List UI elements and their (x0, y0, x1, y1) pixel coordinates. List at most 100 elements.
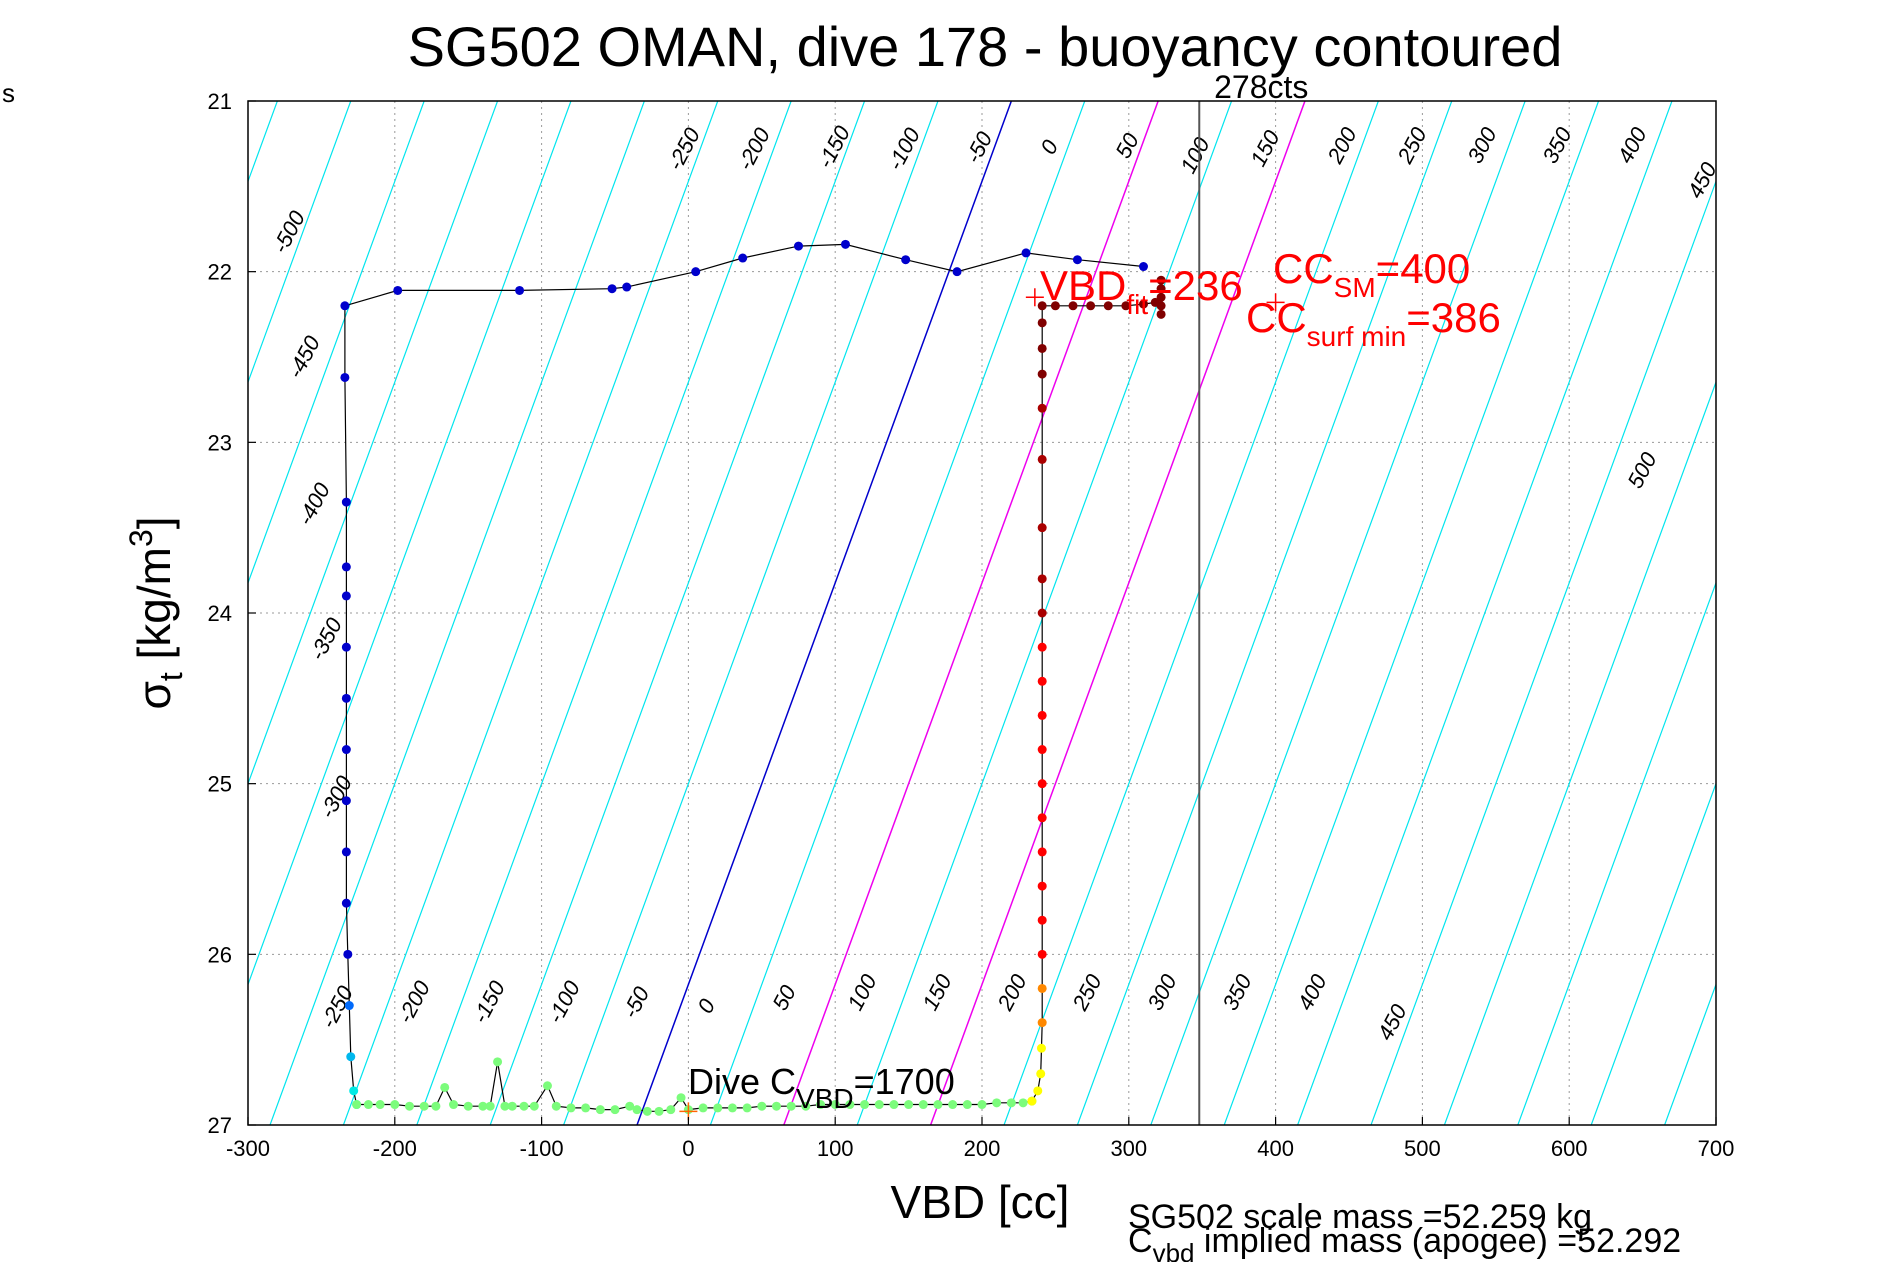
descent-point (952, 267, 962, 277)
contour-line (1223, 101, 1600, 1125)
y-tick-label: 24 (208, 601, 232, 626)
bottom-point (698, 1103, 708, 1113)
descent-point (340, 301, 350, 311)
contour-line (1885, 101, 1891, 1125)
magenta-contour-line (929, 101, 1306, 1125)
cc-sm-sub: SM (1334, 272, 1376, 303)
bottom-point (566, 1103, 576, 1113)
contour-line (1443, 380, 1716, 1125)
descent-point (341, 497, 351, 507)
bottom-point (352, 1100, 362, 1110)
descent-point (622, 282, 632, 292)
descent-point (343, 949, 353, 959)
bottom-point (933, 1100, 943, 1110)
ascent-point (1037, 1018, 1047, 1028)
bottom-point (992, 1098, 1002, 1108)
ascent-point (1027, 1096, 1037, 1106)
descent-point (341, 745, 351, 755)
y-tick-label: 25 (208, 772, 232, 797)
ascent-point (1156, 309, 1166, 319)
cc-surf-min-value: =386 (1406, 294, 1501, 341)
ascent-point (1033, 1086, 1043, 1096)
x-tick-label: 700 (1698, 1136, 1735, 1161)
descent-point (349, 1086, 359, 1096)
bottom-point (666, 1105, 676, 1115)
ascent-point (1156, 284, 1166, 294)
bottom-point (1006, 1098, 1016, 1108)
contour-line (563, 101, 939, 1125)
bottom-point (581, 1103, 591, 1113)
contour-line (416, 101, 792, 1125)
contour-line (1003, 101, 1379, 1125)
descent-point (341, 642, 351, 652)
x-tick-label: -100 (520, 1136, 564, 1161)
cc-surf-min-sub: surf min (1307, 321, 1407, 352)
bottom-point (449, 1100, 459, 1110)
descent-point (1072, 255, 1082, 265)
bottom-point (463, 1101, 473, 1111)
contour-line (1076, 101, 1453, 1125)
x-tick-label: 300 (1110, 1136, 1147, 1161)
dive-cvbd-sub: VBD (796, 1083, 854, 1114)
ascent-point (1037, 343, 1047, 353)
ascent-point (1037, 318, 1047, 328)
contour-line (1297, 101, 1673, 1125)
implied-mass-c: C (1128, 1222, 1153, 1260)
ascent-point (1037, 779, 1047, 789)
bottom-point (889, 1100, 899, 1110)
dive-trace (340, 239, 1285, 1121)
ascent-point (1037, 813, 1047, 823)
bottom-point (742, 1103, 752, 1113)
buoyancy-contours (248, 101, 1891, 1125)
x-tick-label: -200 (373, 1136, 417, 1161)
descent-point (515, 285, 525, 295)
contour-line (709, 101, 1086, 1125)
bottom-point (727, 1103, 737, 1113)
corner-text: s (2, 78, 15, 108)
bottom-point (500, 1101, 510, 1111)
bottom-point (757, 1101, 767, 1111)
zero-contour-line (636, 101, 1013, 1125)
contour-line (1738, 101, 1891, 1125)
x-tick-label: 400 (1257, 1136, 1294, 1161)
svg-text:σt [kg/m3]: σt [kg/m3] (123, 516, 189, 709)
implied-mass-value: implied mass (apogee) =52.292 (1194, 1222, 1681, 1260)
y-label-sup: 3 (123, 529, 159, 547)
bottom-point (676, 1093, 686, 1103)
chart-title: SG502 OMAN, dive 178 - buoyancy contoure… (408, 15, 1563, 78)
bottom-point (845, 1100, 855, 1110)
cc-surf-min-main: CC (1246, 294, 1307, 341)
descent-point (341, 796, 351, 806)
bottom-point (948, 1100, 958, 1110)
ascent-point (1037, 454, 1047, 464)
bottom-point (363, 1100, 373, 1110)
descent-point (738, 253, 748, 263)
cc-surf-min-annotation: CCsurf min=386 (1246, 294, 1501, 352)
y-label-sub: t (153, 672, 189, 681)
ascent-point (1037, 608, 1047, 618)
ascent-point (1037, 949, 1047, 959)
implied-mass-text: Cvbd implied mass (apogee) =52.292 (1128, 1222, 1681, 1262)
bottom-point (610, 1105, 620, 1115)
ascent-point (1037, 915, 1047, 925)
bottom-point (485, 1101, 495, 1111)
y-axis-ticks: 21 22 23 24 25 26 27 (208, 89, 256, 1138)
y-label-sigma: σ (128, 681, 180, 709)
contour-line (1590, 781, 1716, 1125)
x-tick-label: -300 (226, 1136, 270, 1161)
dive-cvbd-main: Dive C (688, 1061, 796, 1102)
marker-label-278cts: 278cts (1214, 69, 1308, 105)
descent-point (794, 241, 803, 251)
bottom-point (860, 1100, 870, 1110)
bottom-point (493, 1057, 503, 1067)
bottom-point (519, 1101, 529, 1111)
vbd-fit-main: VBD (1040, 262, 1126, 309)
descent-point (691, 267, 701, 277)
ascent-point (1037, 642, 1047, 652)
descent-point (901, 255, 911, 265)
y-label-close: ] (128, 516, 180, 529)
bottom-point (404, 1101, 414, 1111)
bottom-point (507, 1101, 517, 1111)
x-tick-label: 500 (1404, 1136, 1441, 1161)
vertical-marker: 278cts (1198, 69, 1308, 1125)
